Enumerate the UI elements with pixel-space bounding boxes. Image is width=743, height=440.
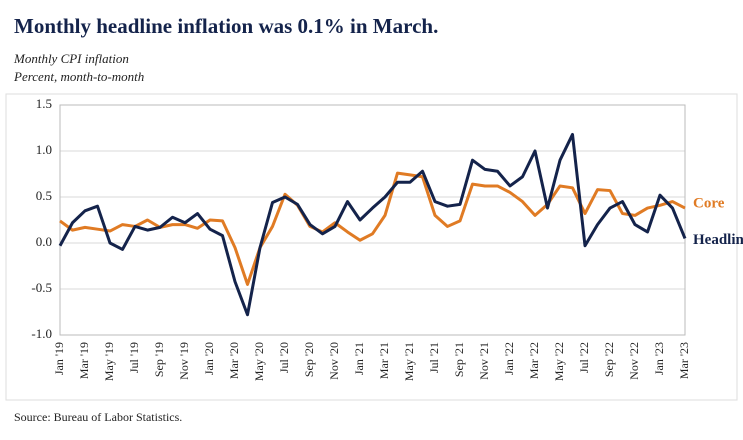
- x-tick-label: Jan '19: [52, 342, 66, 375]
- x-tick-label: Jan '23: [652, 342, 666, 375]
- x-tick-label: Jan '20: [202, 342, 216, 375]
- x-tick-label: Nov '19: [177, 342, 191, 380]
- x-tick-label: Jul '19: [127, 342, 141, 373]
- x-tick-label: Jan '21: [352, 342, 366, 375]
- x-tick-label: Mar '22: [527, 342, 541, 379]
- x-tick-label: Nov '22: [627, 342, 641, 380]
- series-label: Headline: [693, 232, 743, 248]
- x-tick-label: Mar '21: [377, 342, 391, 379]
- y-tick-label: 1.0: [36, 142, 52, 157]
- x-tick-label: Jul '20: [277, 342, 291, 373]
- x-tick-label: Sep '22: [602, 342, 616, 377]
- subtitle: Percent, month-to-month: [13, 69, 144, 84]
- y-tick-label: 1.5: [36, 96, 52, 111]
- series-label: Core: [693, 195, 725, 211]
- x-tick-label: Sep '20: [302, 342, 316, 377]
- x-tick-label: Mar '19: [77, 342, 91, 379]
- x-tick-label: Mar '23: [677, 342, 691, 379]
- x-tick-label: Nov '20: [327, 342, 341, 380]
- x-tick-label: Sep '21: [452, 342, 466, 377]
- subtitle: Monthly CPI inflation: [13, 51, 129, 66]
- x-tick-label: Sep '19: [152, 342, 166, 377]
- x-tick-label: Mar '20: [227, 342, 241, 379]
- y-tick-label: 0.5: [36, 188, 52, 203]
- x-tick-label: May '21: [402, 342, 416, 381]
- chart-frame: [5, 93, 738, 401]
- plot-frame: [59, 104, 686, 336]
- y-tick-label: -1.0: [31, 326, 52, 341]
- series-line: [58, 132, 687, 317]
- x-tick-label: May '22: [552, 342, 566, 381]
- y-tick-label: 0.0: [36, 234, 52, 249]
- y-tick-label: -0.5: [31, 280, 52, 295]
- x-tick-label: Jul '21: [427, 342, 441, 373]
- x-tick-label: Jan '22: [502, 342, 516, 375]
- x-tick-label: May '19: [102, 342, 116, 381]
- x-tick-label: Jul '22: [577, 342, 591, 373]
- x-tick-label: May '20: [252, 342, 266, 381]
- x-tick-label: Nov '21: [477, 342, 491, 380]
- chart-title: Monthly headline inflation was 0.1% in M…: [14, 14, 438, 38]
- source: Source: Bureau of Labor Statistics.: [14, 410, 182, 424]
